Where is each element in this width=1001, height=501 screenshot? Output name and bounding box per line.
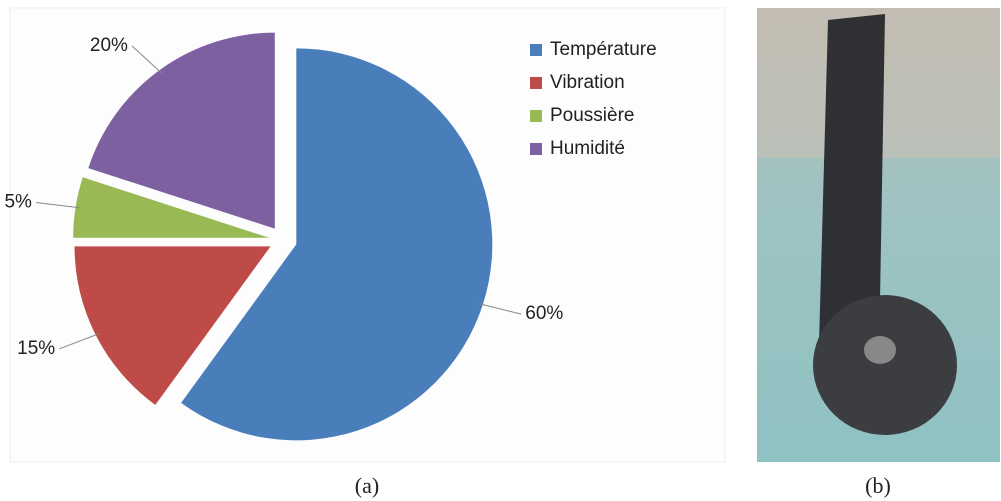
leader-line <box>35 201 80 209</box>
caption: (b) <box>865 473 891 498</box>
legend-swatch <box>530 110 542 122</box>
leader-line <box>478 303 522 315</box>
legend-swatch <box>530 77 542 89</box>
legend-label: Humidité <box>550 138 625 159</box>
leader-line <box>58 333 100 350</box>
caption: (a) <box>355 473 379 498</box>
legend-swatch <box>530 44 542 56</box>
pie-slice <box>181 48 493 441</box>
photo-disc <box>813 295 957 435</box>
pie-slice <box>88 32 275 229</box>
data-label: 5% <box>4 191 32 212</box>
legend-label: Température <box>550 39 657 60</box>
legend-label: Poussière <box>550 105 635 126</box>
pie-slice <box>74 246 271 405</box>
data-label: 60% <box>525 303 563 324</box>
photo-hole <box>864 336 896 364</box>
photo <box>757 8 1000 462</box>
legend-swatch <box>530 143 542 155</box>
legend-label: Vibration <box>550 72 625 93</box>
leader-line <box>131 45 163 74</box>
data-label: 15% <box>17 338 55 359</box>
pie-slice <box>73 177 270 238</box>
data-label: 20% <box>90 35 128 56</box>
